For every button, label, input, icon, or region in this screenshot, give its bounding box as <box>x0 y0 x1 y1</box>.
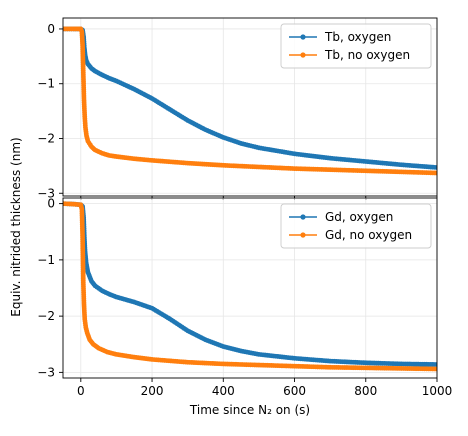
data-point <box>434 362 437 367</box>
legend-marker <box>300 34 306 40</box>
y-tick-label: 0 <box>47 197 55 211</box>
series-no-oxygen <box>63 201 437 372</box>
data-point <box>434 170 437 176</box>
x-axis-label: Time since N₂ on (s) <box>189 403 310 417</box>
y-tick-label: −1 <box>37 77 55 91</box>
legend: Tb, oxygen Tb, no oxygen <box>280 23 432 69</box>
axes-frame <box>62 17 438 197</box>
x-tick-label: 0 <box>77 384 85 398</box>
data-point <box>434 366 437 372</box>
x-tick-label: 600 <box>283 384 306 398</box>
y-tick-label: −2 <box>37 131 55 145</box>
legend-label: Gd, no oxygen <box>325 228 412 242</box>
data-point <box>434 165 437 170</box>
legend-marker <box>300 232 306 238</box>
legend-label: Tb, no oxygen <box>324 48 410 62</box>
legend-box <box>280 203 432 249</box>
legend-marker <box>300 214 306 220</box>
series-oxygen <box>63 201 437 367</box>
panel-top: 0 −1 −2 −3 Tb, oxygen Tb, no oxygen <box>37 17 438 200</box>
legend-box <box>280 23 432 69</box>
y-tick-label: −3 <box>37 365 55 379</box>
series-no-oxygen <box>63 26 437 176</box>
legend: Gd, oxygen Gd, no oxygen <box>280 203 432 249</box>
legend-marker <box>300 52 306 58</box>
x-tick-label: 800 <box>354 384 377 398</box>
axes-frame <box>62 197 438 379</box>
y-tick-label: 0 <box>47 22 55 36</box>
x-tick-label: 400 <box>212 384 235 398</box>
x-tick-label: 1000 <box>422 384 453 398</box>
y-tick-label: −3 <box>37 186 55 200</box>
legend-label: Gd, oxygen <box>325 210 393 224</box>
y-axis-label: Equiv. nitrided thickness (nm) <box>9 137 23 316</box>
x-tick-label: 200 <box>141 384 164 398</box>
y-tick-label: −2 <box>37 309 55 323</box>
y-tick-label: −1 <box>37 253 55 267</box>
panel-bottom: 0 −1 −2 −3 0 200 400 600 800 1000 Gd, oxygen Gd, no… <box>37 197 452 398</box>
legend-label: Tb, oxygen <box>324 30 391 44</box>
